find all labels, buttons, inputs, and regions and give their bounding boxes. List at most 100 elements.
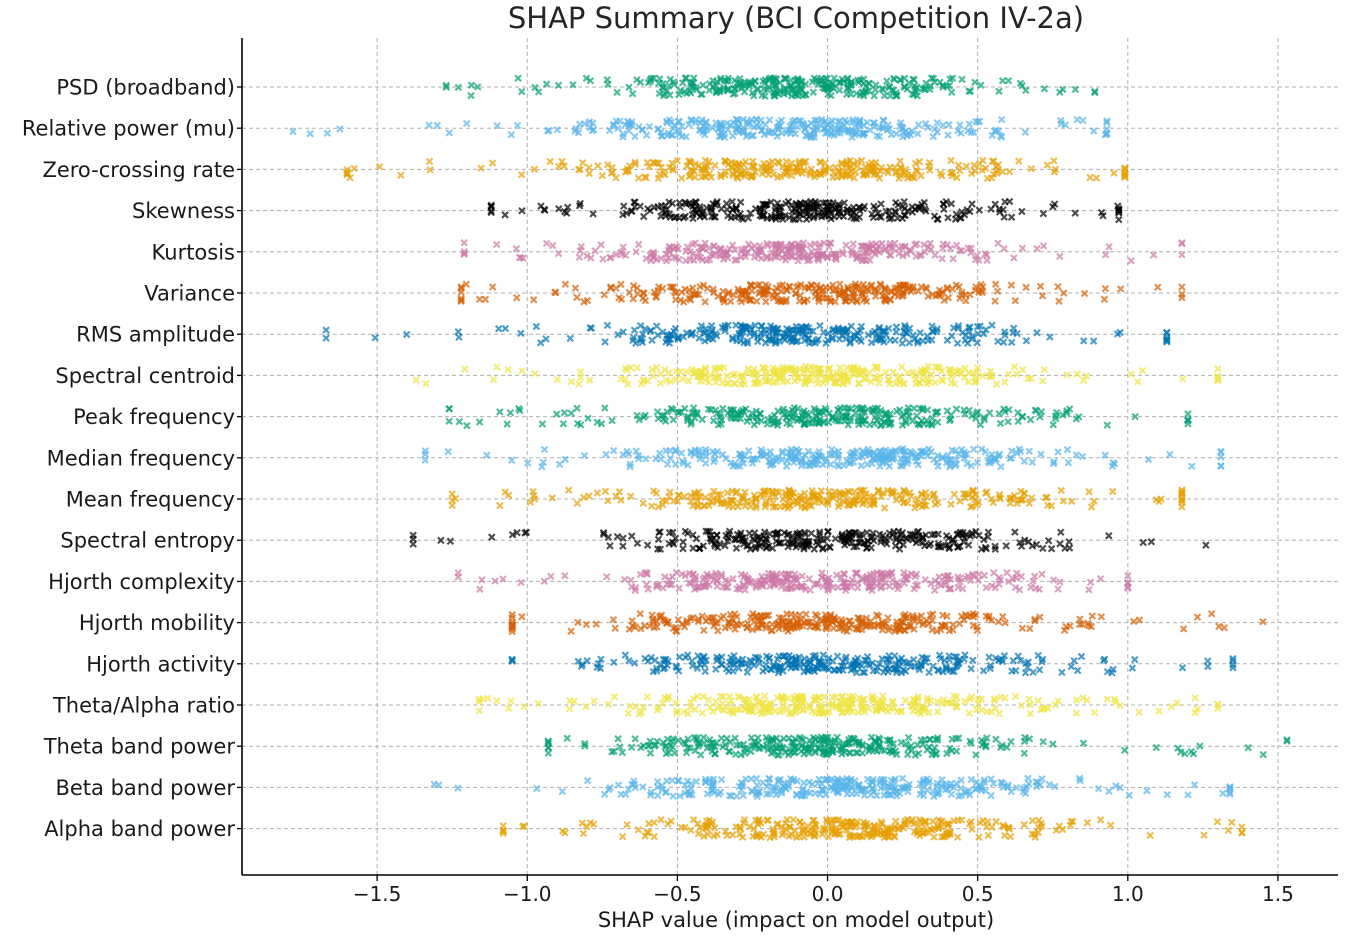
- data-point: [992, 162, 1000, 171]
- data-point: [734, 174, 742, 183]
- data-point: [1071, 85, 1080, 94]
- data-point: [987, 708, 996, 716]
- data-point: [954, 161, 963, 170]
- data-point: [569, 81, 577, 89]
- data-point: [766, 74, 775, 82]
- data-point: [646, 77, 655, 85]
- data-point: [785, 164, 794, 172]
- data-point: [991, 297, 999, 305]
- data-point: [819, 651, 828, 659]
- data-point: [931, 378, 939, 387]
- data-point: [793, 123, 802, 131]
- data-point: [901, 211, 909, 220]
- data-point: [1004, 370, 1013, 378]
- data-point: [574, 128, 583, 137]
- data-point: [944, 131, 952, 139]
- data-point: [1007, 281, 1016, 289]
- data-point: [940, 205, 948, 214]
- data-point: [771, 81, 780, 90]
- data-point: [621, 651, 630, 659]
- data-point: [1007, 338, 1016, 347]
- data-point: [836, 124, 844, 133]
- data-point: [709, 416, 718, 425]
- data-point: [707, 173, 715, 181]
- data-point: [639, 212, 648, 221]
- data-point: [1110, 169, 1118, 177]
- data-point: [1097, 208, 1106, 217]
- data-point: [1128, 664, 1137, 672]
- data-point: [1103, 421, 1112, 429]
- data-point: [643, 158, 652, 167]
- data-point: [467, 81, 476, 90]
- data-point: [1049, 576, 1058, 584]
- data-point: [732, 544, 741, 553]
- data-point: [773, 199, 782, 207]
- data-point: [900, 82, 909, 91]
- data-point: [712, 665, 720, 674]
- data-point: [748, 286, 756, 295]
- data-point: [654, 535, 663, 544]
- data-point: [1217, 453, 1225, 461]
- feature-series-3: [487, 197, 1123, 224]
- data-point: [669, 416, 678, 424]
- data-point: [782, 169, 791, 177]
- data-point: [514, 74, 522, 83]
- data-point: [343, 169, 351, 177]
- data-point: [579, 493, 588, 502]
- data-point: [649, 487, 658, 495]
- data-point: [854, 78, 863, 87]
- data-point: [462, 119, 471, 128]
- data-point: [708, 124, 717, 132]
- data-point: [642, 454, 650, 463]
- data-point: [969, 128, 978, 137]
- data-point: [589, 210, 597, 218]
- data-point: [627, 576, 635, 584]
- data-point: [912, 166, 920, 174]
- data-point: [1034, 696, 1042, 705]
- data-point: [448, 501, 456, 510]
- data-point: [800, 125, 809, 134]
- data-point: [675, 255, 683, 264]
- data-point: [1073, 115, 1081, 124]
- data-point: [794, 208, 803, 217]
- data-point: [639, 294, 647, 302]
- data-point: [613, 532, 622, 541]
- data-point: [861, 163, 869, 171]
- data-point: [1079, 739, 1088, 748]
- data-point: [442, 81, 450, 90]
- data-point: [938, 254, 946, 263]
- data-point: [786, 125, 795, 134]
- data-point: [554, 81, 563, 90]
- data-point: [425, 157, 434, 166]
- data-point: [613, 88, 621, 97]
- data-point: [744, 447, 753, 455]
- data-point: [964, 377, 973, 386]
- data-point: [445, 405, 453, 413]
- data-point: [575, 380, 583, 388]
- data-point: [709, 200, 717, 208]
- data-point: [942, 197, 950, 206]
- data-point: [657, 212, 665, 221]
- data-point: [696, 119, 705, 127]
- data-point: [875, 124, 884, 132]
- data-point: [532, 322, 541, 331]
- data-point: [802, 610, 810, 618]
- data-point: [949, 255, 957, 263]
- data-point: [589, 119, 597, 127]
- data-point: [819, 460, 827, 469]
- data-point: [972, 117, 980, 126]
- data-point: [855, 335, 864, 344]
- data-point: [774, 90, 782, 98]
- data-point: [843, 160, 851, 168]
- data-point: [773, 212, 782, 221]
- data-point: [799, 159, 808, 167]
- data-point: [886, 336, 894, 344]
- data-point: [1203, 657, 1212, 665]
- data-point: [591, 247, 599, 255]
- data-point: [720, 130, 728, 139]
- data-point: [601, 487, 610, 496]
- data-point: [997, 115, 1006, 124]
- data-point: [548, 494, 557, 502]
- data-point: [1050, 200, 1059, 208]
- data-point: [536, 339, 545, 347]
